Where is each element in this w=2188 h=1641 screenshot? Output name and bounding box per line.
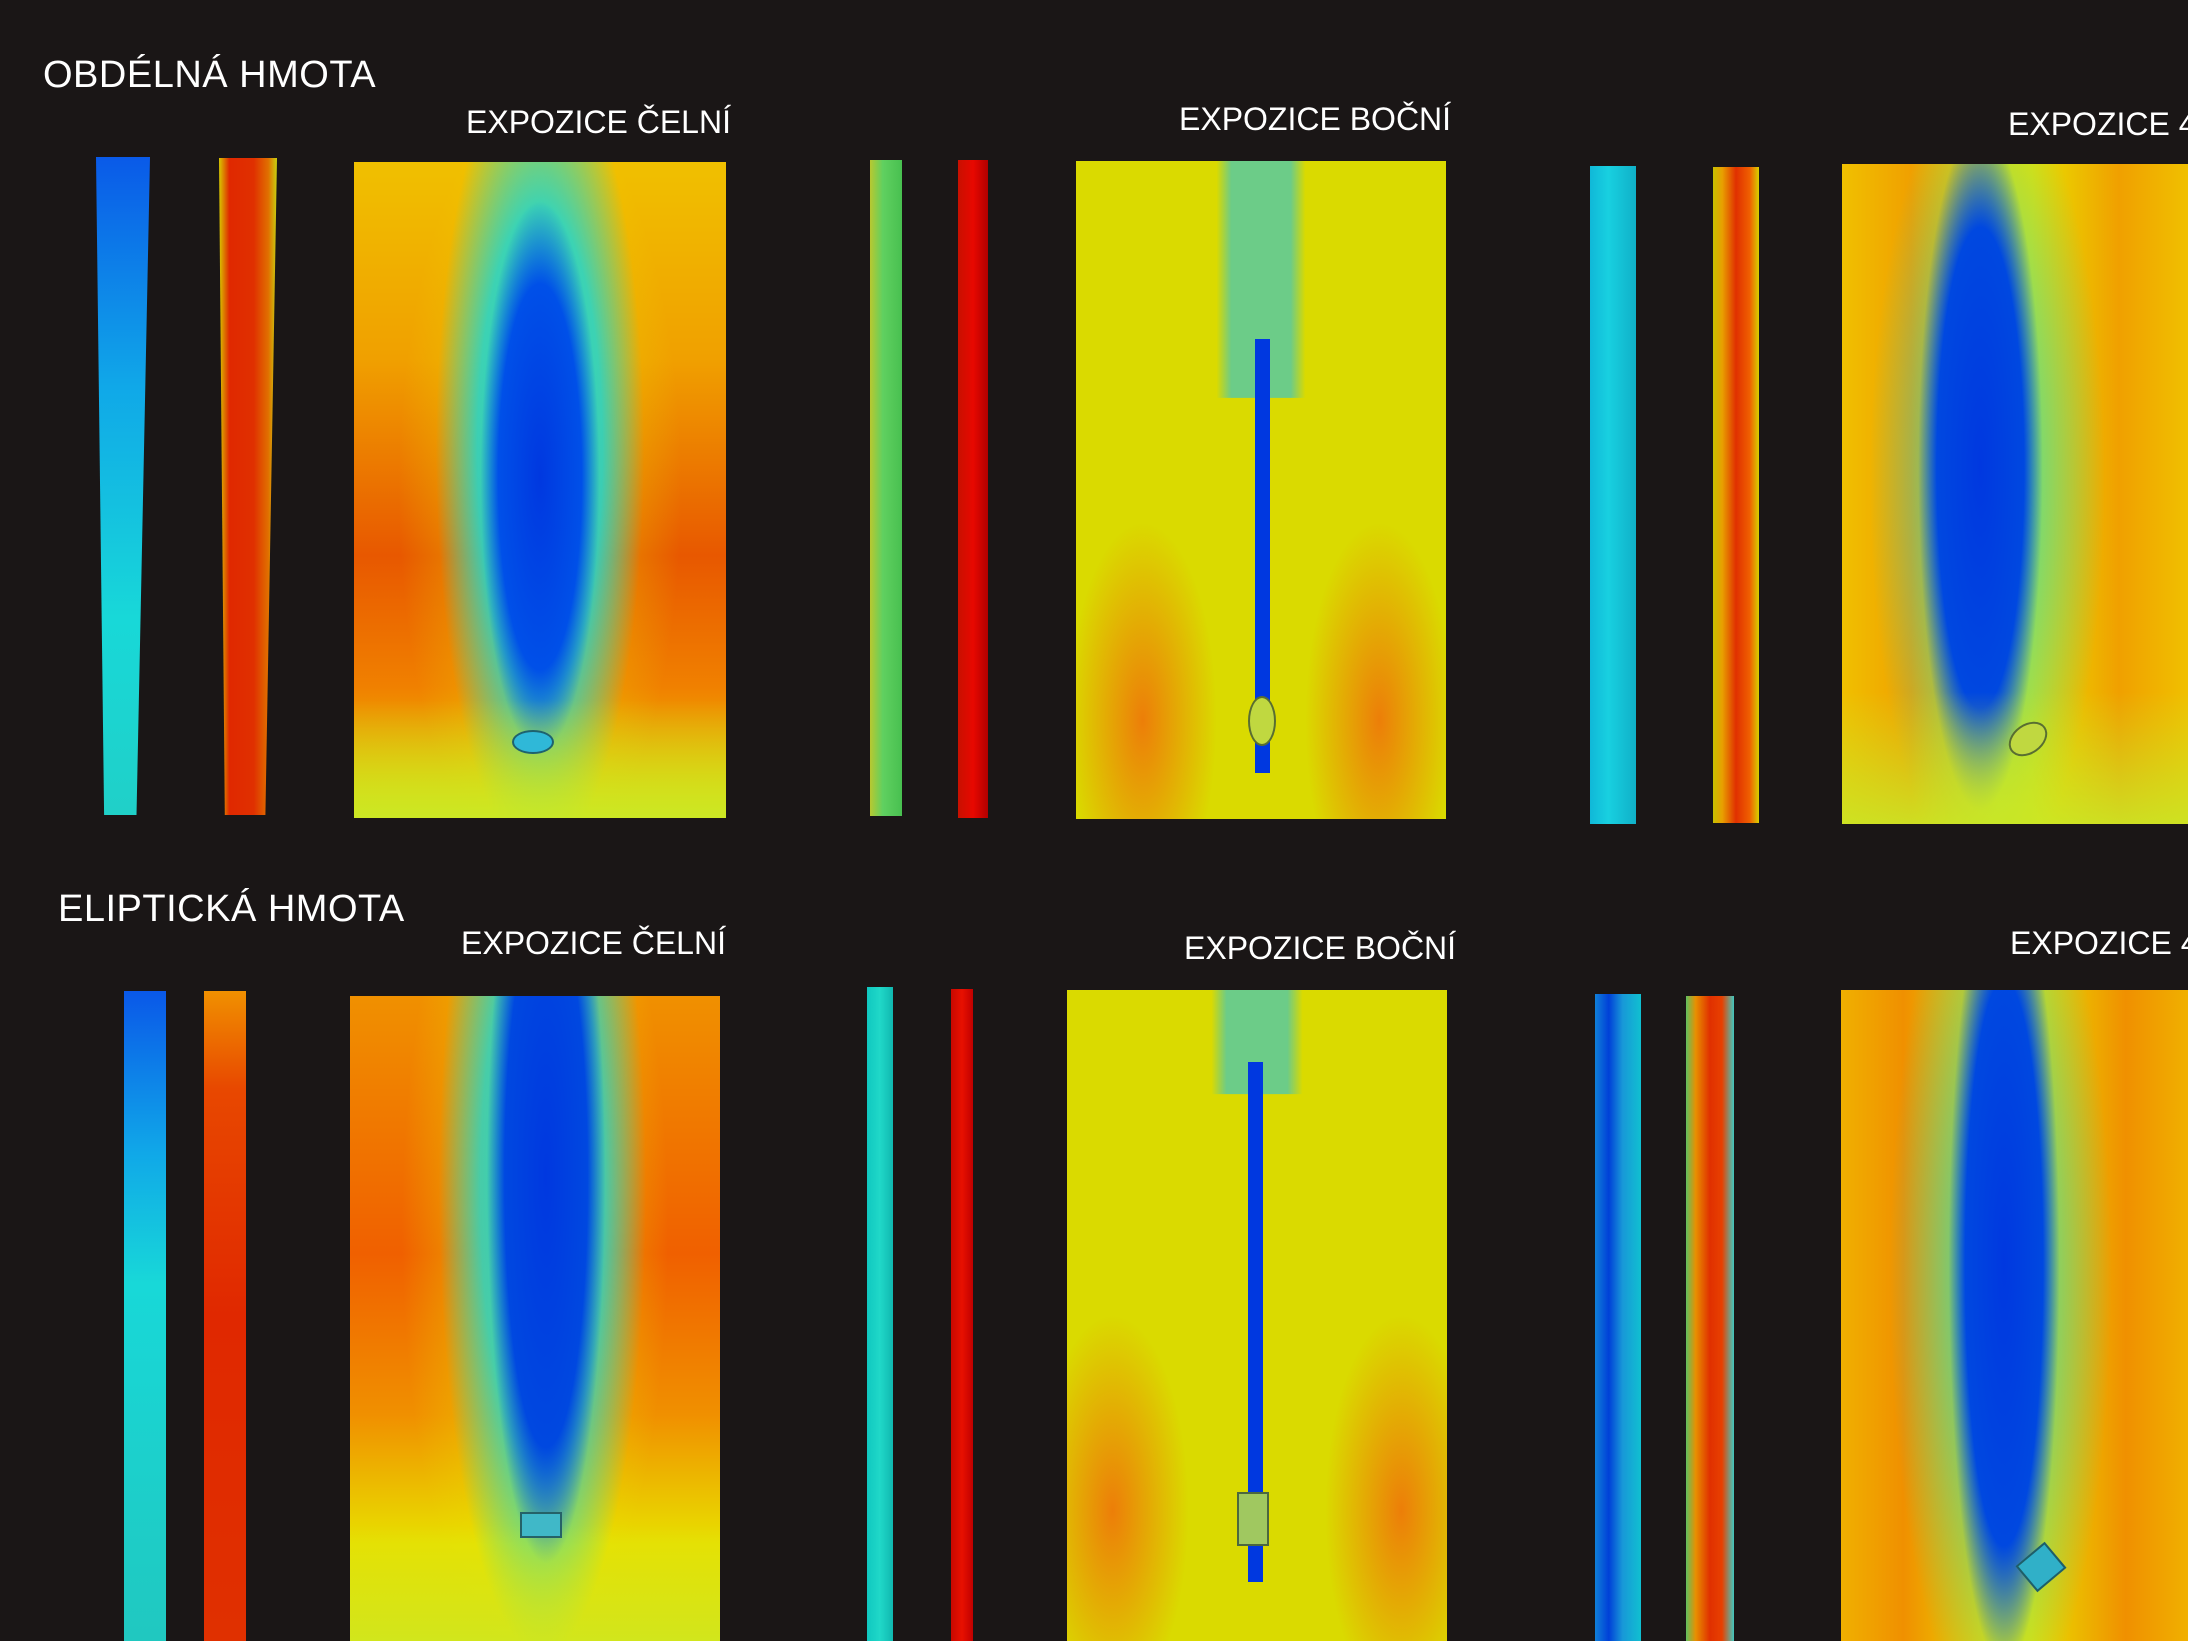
flow-field-diagonal-2 bbox=[1841, 990, 2188, 1641]
flow-field-front-2 bbox=[350, 996, 720, 1641]
obstacle-rectangle-side bbox=[1237, 1492, 1269, 1546]
obstacle-rectangle bbox=[520, 1512, 562, 1538]
row-title-elliptic: ELIPTICKÁ HMOTA bbox=[58, 888, 405, 930]
view-label-diagonal: EXPOZICE 4 bbox=[2008, 106, 2188, 142]
view-label-side: EXPOZICE BOČNÍ bbox=[1179, 101, 1452, 137]
row-title-rectangular: OBDÉLNÁ HMOTA bbox=[43, 54, 377, 96]
section-strip-mixed bbox=[1713, 167, 1759, 823]
obstacle-ellipse bbox=[512, 730, 554, 754]
section-strip-mixed-2 bbox=[1686, 996, 1734, 1641]
section-strip-red bbox=[219, 158, 277, 815]
view-label-front-2: EXPOZICE ČELNÍ bbox=[461, 925, 726, 961]
section-strip-cyan-2 bbox=[867, 987, 893, 1641]
section-strip-red-3 bbox=[951, 989, 973, 1641]
view-label-diagonal-2: EXPOZICE 4 bbox=[2010, 925, 2188, 961]
section-strip-blue-3 bbox=[1595, 994, 1641, 1641]
flow-field-diagonal bbox=[1842, 164, 2188, 824]
flow-field-side bbox=[1076, 161, 1446, 819]
view-label-front: EXPOZICE ČELNÍ bbox=[466, 104, 731, 140]
flow-field-front bbox=[354, 162, 726, 818]
section-strip-red-2 bbox=[204, 991, 246, 1641]
obstacle-ellipse-side bbox=[1248, 696, 1276, 746]
section-strip-deep-red bbox=[958, 160, 988, 818]
view-label-side-2: EXPOZICE BOČNÍ bbox=[1184, 930, 1457, 966]
section-strip-cyan bbox=[1590, 166, 1636, 824]
section-strip-green bbox=[870, 160, 902, 816]
section-strip-blue-2 bbox=[124, 991, 166, 1641]
section-strip-blue bbox=[96, 157, 150, 815]
